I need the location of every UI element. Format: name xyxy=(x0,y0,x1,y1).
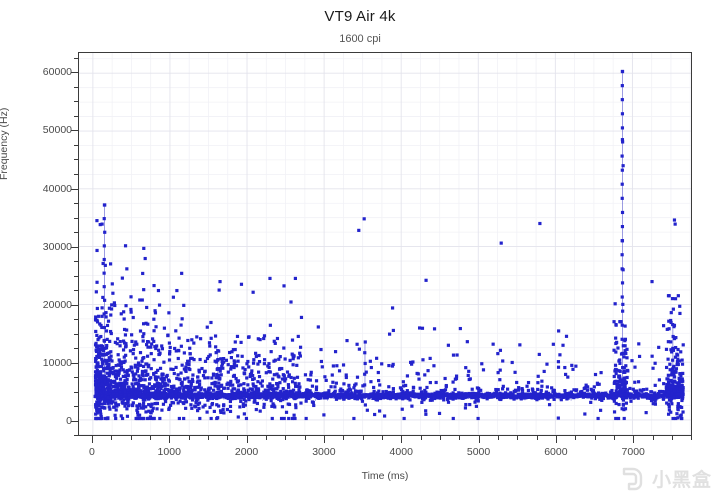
y-tick-label: 60000 xyxy=(42,66,72,79)
chart-title: VT9 Air 4k xyxy=(324,8,396,25)
x-tick-label: 0 xyxy=(88,446,95,458)
x-tick-label: 6000 xyxy=(544,446,568,458)
x-tick-label: 3000 xyxy=(312,446,336,458)
x-tick-label: 1000 xyxy=(157,446,181,458)
plot-area xyxy=(78,52,692,436)
y-tick-label: 0 xyxy=(66,414,72,427)
chart-subtitle: 1600 cpi xyxy=(339,33,381,45)
x-tick-label: 2000 xyxy=(234,446,259,458)
y-tick-label: 20000 xyxy=(42,298,72,311)
major-gridlines xyxy=(79,53,691,435)
x-tick-label: 5000 xyxy=(466,446,491,458)
minor-gridlines xyxy=(79,53,691,435)
x-tick-label: 7000 xyxy=(621,446,645,458)
scatter-points xyxy=(93,69,685,421)
x-tick-label: 4000 xyxy=(389,446,413,458)
x-axis-tick-labels: 0 1000 2000 3000 4000 5000 6000 7000 xyxy=(0,446,720,466)
x-axis-label: Time (ms) xyxy=(361,470,409,482)
y-axis-tick-labels: 0 10000 20000 30000 40000 50000 60000 xyxy=(8,0,72,498)
y-tick-label: 50000 xyxy=(42,124,72,137)
y-tick-label: 30000 xyxy=(42,240,72,253)
y-tick-label: 10000 xyxy=(42,356,72,369)
y-tick-label: 40000 xyxy=(42,182,72,195)
